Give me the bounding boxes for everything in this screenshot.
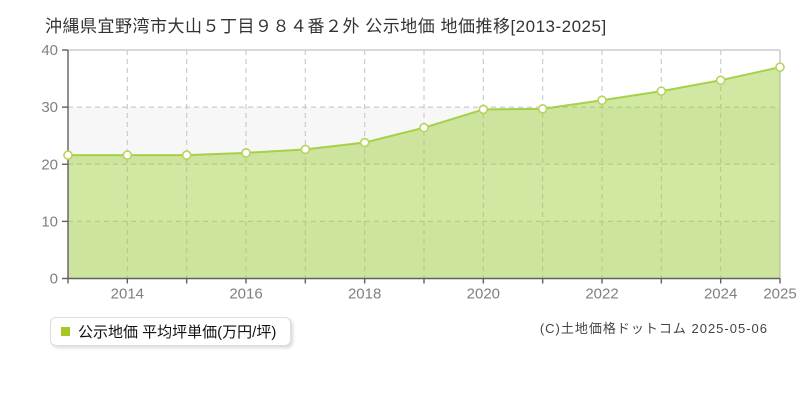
data-point: [122, 150, 133, 160]
x-tick-label: 2022: [585, 286, 618, 303]
data-point: [537, 104, 548, 114]
data-point: [63, 150, 73, 160]
data-point: [359, 137, 370, 148]
data-point: [478, 104, 489, 115]
y-tick-label: 40: [41, 42, 58, 59]
x-tick-label: 2025: [763, 286, 796, 303]
data-point: [419, 122, 429, 133]
x-tick-label: 2018: [348, 286, 381, 303]
copyright-text: (C)土地価格ドットコム 2025-05-06: [539, 321, 768, 336]
price-trend-chart: 0 10 20 30 40 2014 2016 2018 2020 2022 2024 2025: [41, 42, 796, 303]
area-fill: [68, 67, 780, 279]
legend-label: 公示地価 平均坪単価(万円/坪): [78, 324, 277, 341]
x-tick-label: 2024: [704, 286, 737, 303]
data-point: [656, 86, 667, 96]
data-point: [181, 150, 192, 160]
y-tick-label: 0: [50, 271, 58, 288]
chart-title: 沖縄県宜野湾市大山５丁目９８４番２外 公示地価 地価推移[2013-2025]: [45, 17, 607, 36]
data-point: [300, 144, 311, 155]
x-tick-label: 2014: [111, 286, 144, 303]
x-tick-label: 2020: [467, 286, 500, 303]
y-tick-label: 20: [41, 156, 58, 173]
data-point: [241, 148, 251, 158]
x-tick-label: 2016: [229, 286, 262, 303]
y-tick-label: 10: [41, 213, 58, 230]
data-point: [715, 75, 726, 86]
data-point: [775, 62, 785, 72]
legend-marker-icon: [61, 327, 70, 336]
legend: 公示地価 平均坪単価(万円/坪): [50, 317, 292, 346]
data-point: [597, 95, 607, 106]
y-tick-label: 30: [41, 99, 58, 116]
